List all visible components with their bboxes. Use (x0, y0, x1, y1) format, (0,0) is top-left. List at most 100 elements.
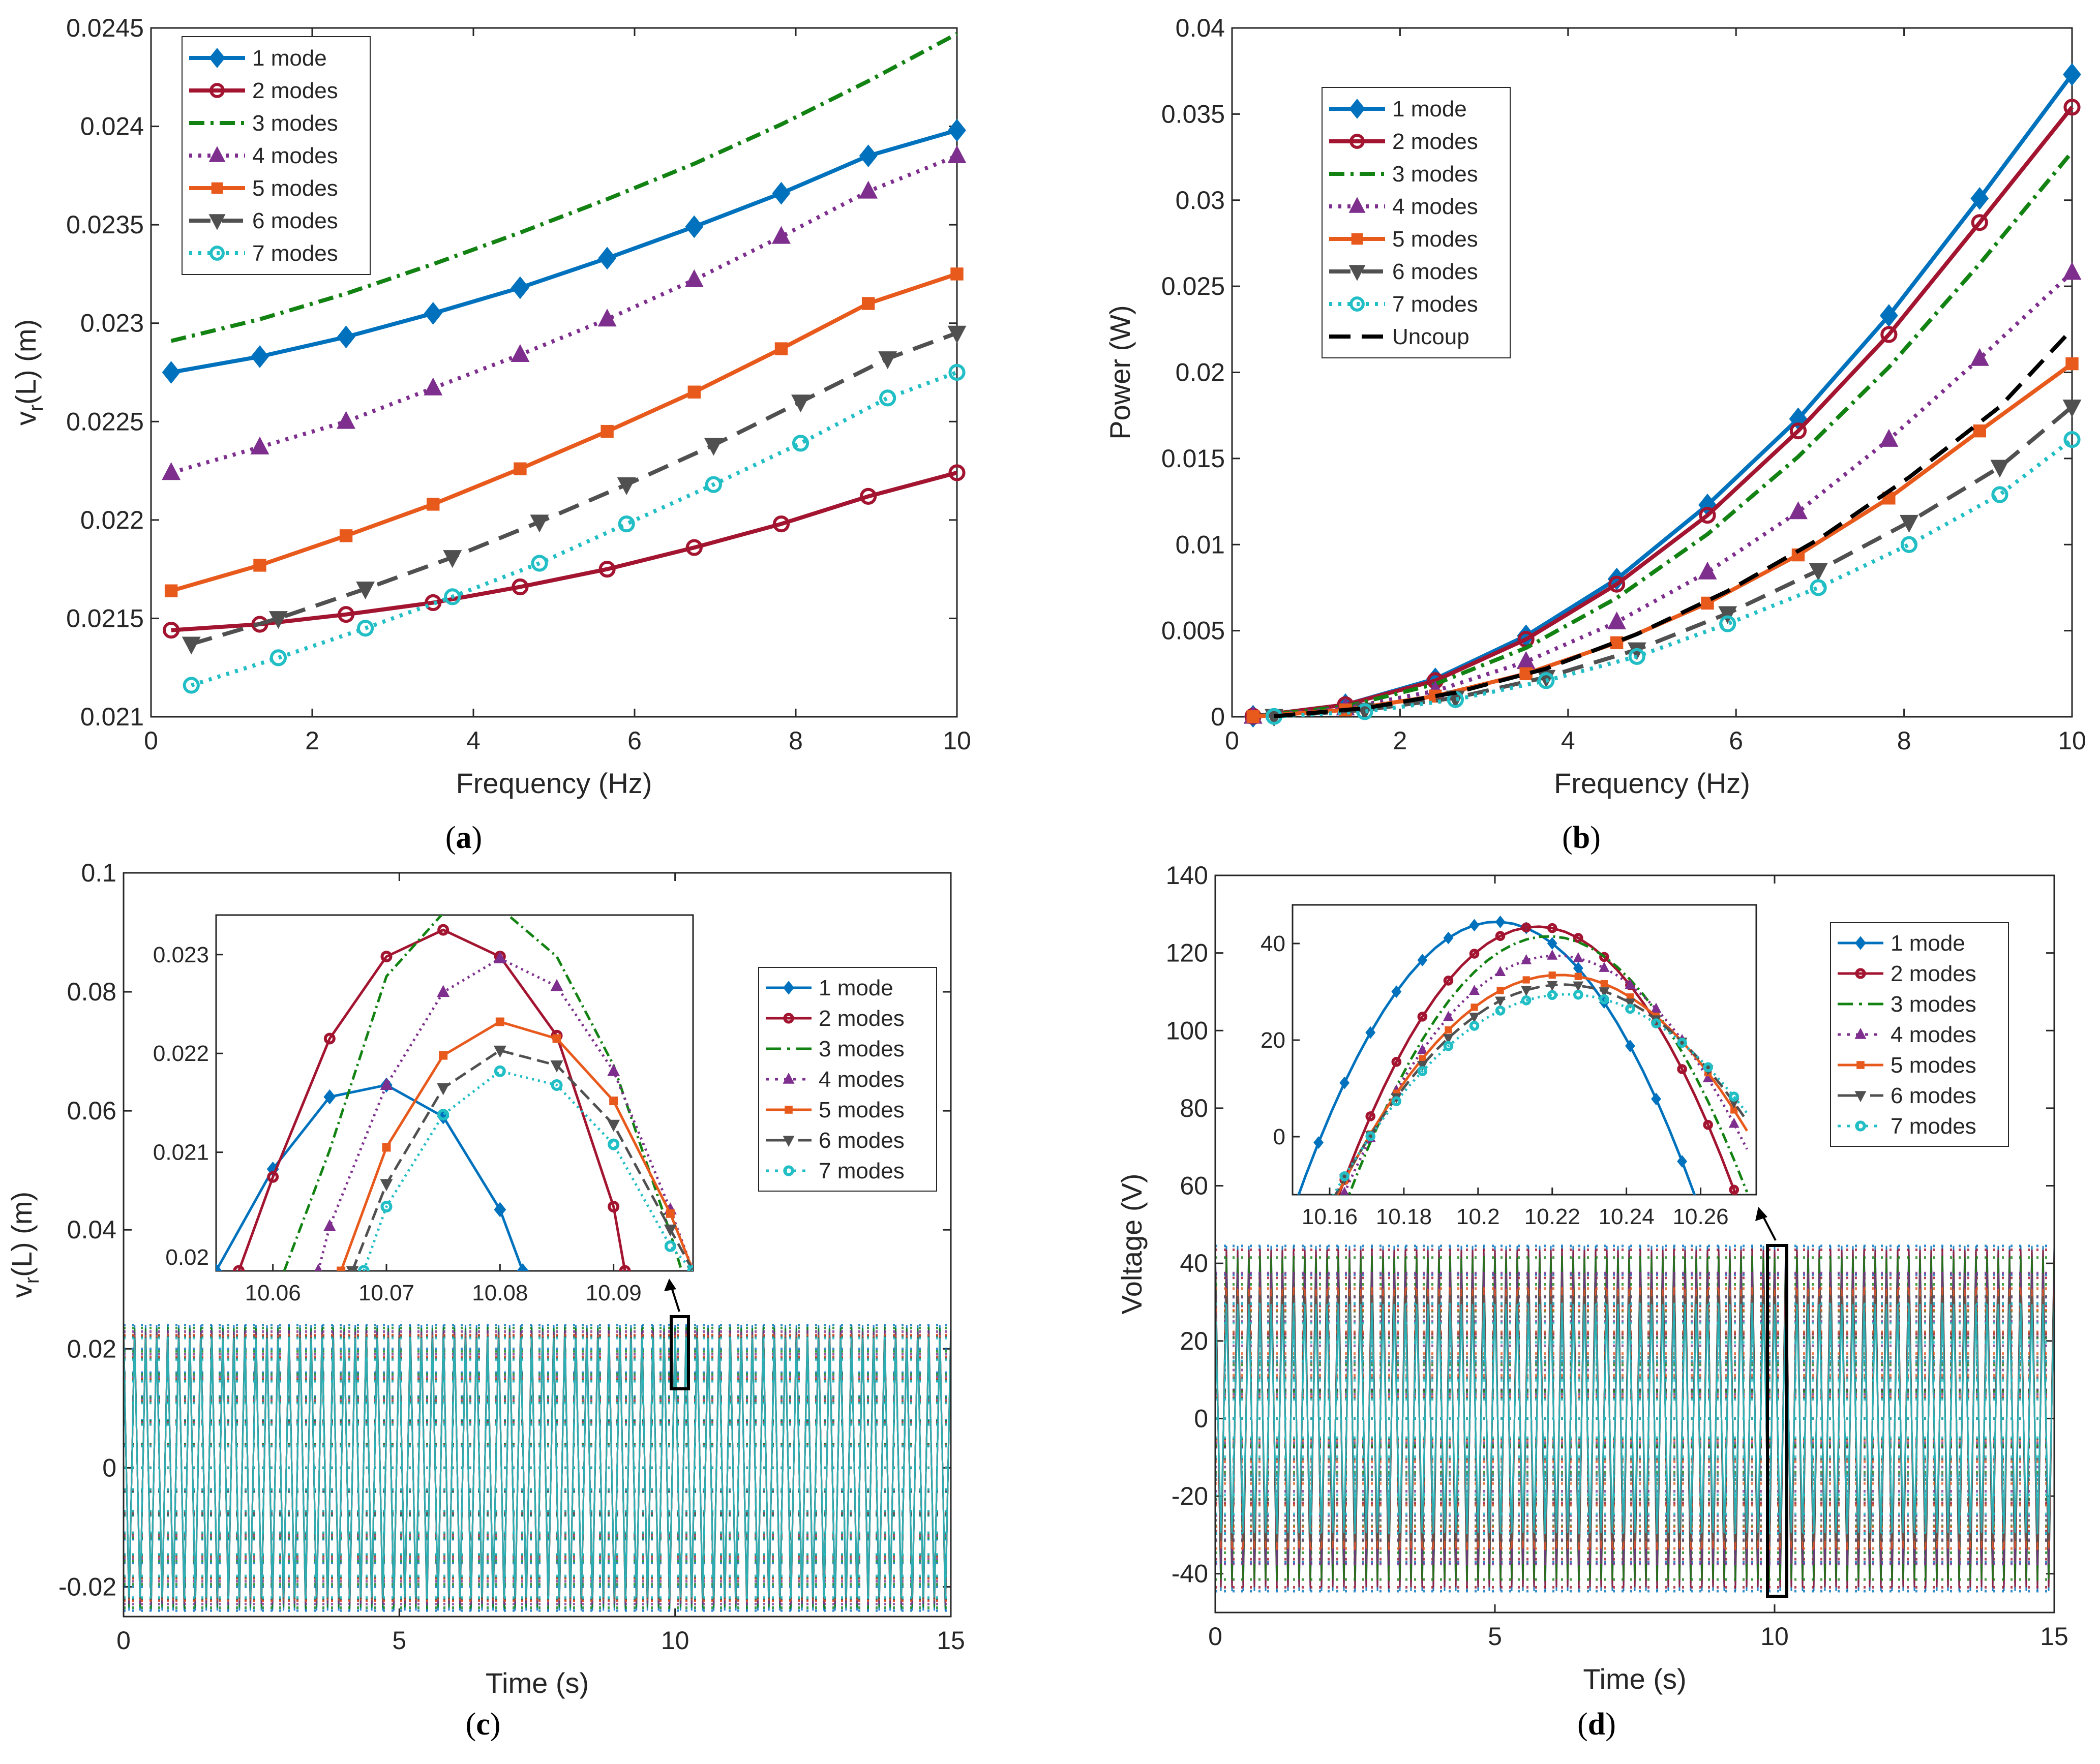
c-inset-ytick-label: 0.02 (165, 1245, 209, 1270)
d-inset-xtick-label: 10.18 (1376, 1204, 1432, 1229)
b-series-m1-point (1970, 187, 1989, 210)
b-series-m1-point (2063, 63, 2081, 86)
d-zoom-arrow (1761, 1214, 1777, 1241)
a-series-m7-point (269, 649, 287, 666)
b-legend-m3-label: 3 modes (1392, 162, 1478, 187)
c-inset-m6-line (351, 1049, 693, 1271)
d-legend-m7-marker (1855, 1120, 1866, 1132)
d-plot-frame (1214, 874, 2055, 1614)
c-inset-m4-point (550, 979, 563, 991)
b-series-m6-point (1900, 514, 1918, 533)
d-inset-m2-point (1703, 1119, 1713, 1130)
0-xtick-label: 0 (144, 726, 158, 755)
b-series-m4-point (1607, 611, 1627, 629)
d-inset-m6-point (1443, 1034, 1454, 1045)
c-inset-m7-line (362, 1070, 693, 1271)
d-inset-m5-point (1548, 971, 1556, 979)
b-legend-m6-marker (1348, 265, 1366, 281)
a-legend-m4-marker (208, 146, 226, 162)
b-series-m2-point (1880, 326, 1898, 343)
a-series-m5-point (601, 424, 614, 438)
c-inset-m7-point (380, 1201, 393, 1213)
a-ylabel: vr(L) (m) (10, 319, 47, 425)
c-time-series-m5 (124, 1335, 951, 1601)
b-legend-m6-label: 6 modes (1392, 259, 1478, 284)
b-legend-m4-label: 4 modes (1392, 194, 1478, 219)
d-inset-m2-point (1599, 952, 1609, 962)
c-inset-xtick-label: 10.07 (358, 1281, 414, 1305)
c-inset-m5-point (666, 1209, 675, 1218)
d-inset-m2-point (1729, 1184, 1739, 1195)
1-xtick-label: 0 (1225, 726, 1239, 755)
b-legend-m1-label: 1 mode (1392, 97, 1467, 121)
a-series-m4-point (337, 411, 356, 429)
d-inset-m2-point (1417, 1012, 1428, 1022)
d-inset-m6-point (1573, 981, 1584, 992)
caption-b-letter: b (1573, 820, 1590, 855)
b-series-m5-point (1973, 424, 1986, 438)
a-series-m5-point (861, 297, 875, 310)
d-zoom-box (1766, 1244, 1788, 1598)
a-series-m2-point (598, 561, 616, 578)
c-inset-m2-line (237, 928, 626, 1271)
1-xtick-label: 2 (1393, 726, 1407, 755)
d-legend-m1-label: 1 mode (1891, 931, 1965, 956)
c-inset-m4-point (437, 985, 450, 997)
0-ytick-label: 0.0215 (66, 604, 144, 632)
d-legend-m2-marker (1855, 968, 1866, 979)
a-legend-m1-marker (209, 48, 225, 68)
d-time-series-group (1215, 1244, 2054, 1593)
a-series-m1-point (772, 181, 791, 205)
d-inset-m7-point (1417, 1066, 1428, 1076)
c-inset-m7-point (608, 1138, 620, 1150)
a-series-m7-line (191, 370, 958, 687)
2-xtick-label: 0 (116, 1626, 131, 1655)
d-inset-xtick-label: 10.26 (1673, 1204, 1729, 1229)
d-legend-m5-marker (1856, 1061, 1865, 1069)
a-series-m4-point (947, 145, 967, 163)
c-inset-xtick-label: 10.08 (472, 1281, 528, 1305)
b-legend-m4-marker (1348, 197, 1366, 213)
3-xlabel: Time (s) (1583, 1663, 1686, 1695)
0-ytick-label: 0.021 (80, 703, 144, 731)
c-inset-xtick-label: 10.09 (586, 1281, 642, 1305)
a-legend-m7-label: 7 modes (252, 241, 338, 266)
c-ylabel: vr(L) (m) (6, 1192, 43, 1298)
a-series-m6-point (182, 636, 201, 655)
a-series-m7-point (879, 389, 896, 407)
3-ytick-label: 60 (1180, 1172, 1208, 1200)
a-series-m1-point (948, 118, 966, 142)
a-series-m7-point (618, 515, 635, 533)
b-series-m4-point (1970, 348, 1989, 366)
panel-b-chart: 0 2 4 6 8 10 0 0.005 0.01 0.015 0.02 0.025 0.03 0.035… (1104, 14, 2086, 799)
c-inset-m4-point (607, 1064, 620, 1076)
b-series-m5-point (1610, 636, 1624, 650)
a-series-m6-point (791, 394, 810, 413)
d-legend-m2-label: 2 modes (1891, 961, 1976, 986)
a-series-m1-point (685, 215, 704, 238)
0-xtick-label: 8 (789, 726, 803, 755)
d-inset-m6-point (1469, 1012, 1480, 1023)
c-inset-m1-point (216, 1263, 222, 1271)
3-ytick-label: 120 (1166, 939, 1208, 967)
b-legend-m5-label: 5 modes (1392, 227, 1478, 252)
1-ytick-label: 0.035 (1161, 100, 1225, 128)
a-series-m6-point (704, 438, 723, 456)
0-ytick-label: 0.0235 (66, 210, 144, 239)
d-inset-m2-point (1469, 949, 1480, 959)
3-ytick-label: 20 (1180, 1327, 1208, 1355)
d-inset-m7-point (1391, 1096, 1402, 1107)
d-inset-xtick-label: 10.16 (1302, 1204, 1358, 1229)
a-series-m7-point (948, 363, 966, 381)
a-series-m7-point (183, 677, 200, 694)
c-time-series-m6 (124, 1336, 951, 1599)
b-series-m6-point (1809, 563, 1828, 581)
a-series-m2-line (171, 471, 958, 632)
b-legend-m5-marker (1351, 233, 1363, 245)
b-legend-m2-label: 2 modes (1392, 129, 1478, 154)
a-series-m1-point (337, 325, 355, 349)
a-series-m4-point (859, 180, 878, 199)
c-zoom-arrowhead (664, 1279, 676, 1291)
d-inset-m5-point (1522, 976, 1530, 984)
b-legend-uncoup-label: Uncoup (1392, 324, 1469, 349)
